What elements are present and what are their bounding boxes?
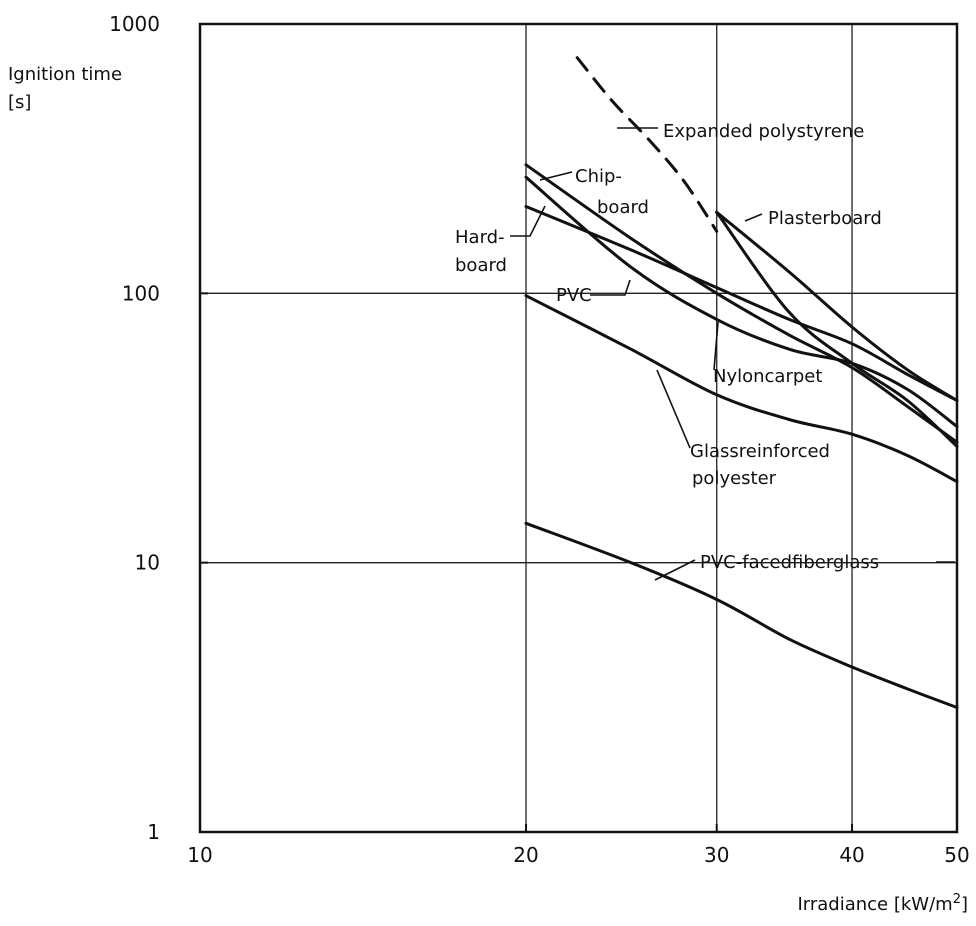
y-axis-label: Ignition time xyxy=(8,64,122,85)
x-tick-label: 50 xyxy=(944,843,969,867)
tick-labels: 10 20 30 40 50 1 10 100 1000 xyxy=(109,12,970,867)
y-tick-label: 100 xyxy=(122,281,160,305)
leader-line xyxy=(590,279,631,296)
series-expanded-polystyrene xyxy=(575,56,719,233)
label-leader-lines xyxy=(510,127,955,581)
leader-line xyxy=(713,321,719,371)
series-hardboard xyxy=(524,205,959,402)
series-plasterboard xyxy=(715,210,959,402)
x-tick-label: 10 xyxy=(187,843,212,867)
series-glassreinforced-polyester xyxy=(524,294,959,484)
label-expanded-polystyrene: Expanded polystyrene xyxy=(663,121,864,142)
label-pvc-faced-fiberglass: PVC-facedfiberglass xyxy=(700,552,879,573)
x-axis-label: Irradiance [kW/m2] xyxy=(797,892,968,915)
leader-line xyxy=(656,369,691,449)
label-glassreinforced-line1: Glassreinforced xyxy=(690,441,830,462)
y-axis-unit: [s] xyxy=(8,92,31,113)
label-plasterboard: Plasterboard xyxy=(768,208,882,229)
leader-line xyxy=(539,171,573,181)
leader-line xyxy=(510,205,546,237)
y-tick-label: 1000 xyxy=(109,12,160,36)
leader-line xyxy=(654,559,696,581)
label-hardboard-line2: board xyxy=(455,255,507,276)
series-nyloncarpet xyxy=(715,210,959,448)
leader-line xyxy=(744,213,763,222)
y-tick-label: 1 xyxy=(147,820,160,844)
x-tick-label: 40 xyxy=(839,843,864,867)
plot-frame xyxy=(198,22,959,834)
label-nyloncarpet: Nyloncarpet xyxy=(713,366,822,387)
label-hardboard-line1: Hard- xyxy=(455,227,505,248)
label-pvc: PVC xyxy=(556,285,592,306)
grid-lines xyxy=(200,24,957,832)
label-chipboard-line1: Chip- xyxy=(575,166,622,187)
series-lines xyxy=(524,56,959,709)
y-tick-label: 10 xyxy=(135,551,160,575)
series-pvc xyxy=(524,175,959,429)
x-tick-label: 20 xyxy=(513,843,538,867)
label-chipboard-line2: board xyxy=(597,197,649,218)
series-pvc-facedfiberglass xyxy=(524,521,959,709)
series-chipboard xyxy=(524,163,959,444)
label-glassreinforced-line2: polyester xyxy=(692,468,777,489)
x-tick-label: 30 xyxy=(704,843,729,867)
